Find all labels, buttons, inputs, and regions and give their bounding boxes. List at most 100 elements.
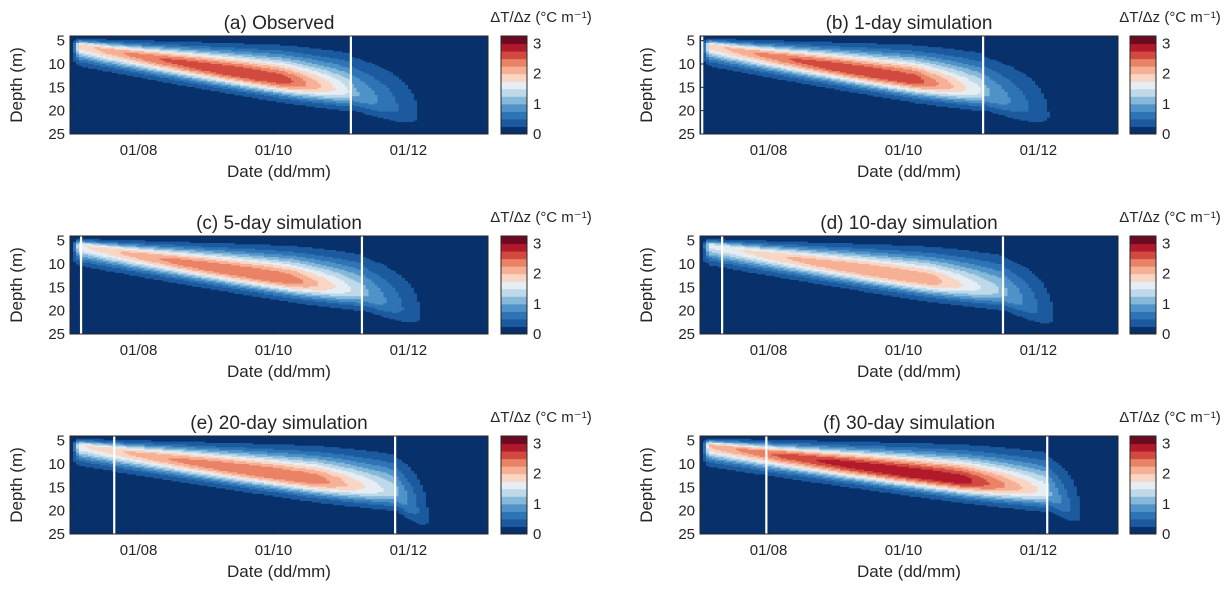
- colorbar-tick-label: 0: [1162, 326, 1170, 343]
- colorbar-swatch: [501, 326, 527, 335]
- x-tick-label: 01/12: [390, 542, 428, 559]
- colorbar-swatch: [501, 266, 527, 275]
- colorbar-swatch: [1130, 43, 1156, 52]
- gradient-field-1: [72, 38, 417, 122]
- y-axis-title: Depth (m): [7, 247, 26, 323]
- y-tick-label: 5: [57, 33, 65, 50]
- colorbar-swatch: [1130, 236, 1156, 245]
- colorbar-tick-label: 3: [1162, 36, 1170, 53]
- colorbar-swatch: [501, 466, 527, 475]
- colorbar-frame: [1129, 235, 1157, 335]
- colorbar-frame: [500, 435, 528, 535]
- y-tick-label: 25: [48, 326, 65, 343]
- colorbar-swatch: [501, 251, 527, 260]
- colorbar-swatch: [501, 496, 527, 505]
- x-tick-label: 01/10: [255, 142, 293, 159]
- y-tick-label: 15: [678, 79, 695, 96]
- x-tick-label: 01/12: [1020, 142, 1058, 159]
- colorbar-swatch: [1130, 518, 1156, 527]
- colorbar-swatch: [1130, 66, 1156, 75]
- colorbar-tick-label: 2: [533, 66, 541, 83]
- y-axis-title: Depth (m): [7, 47, 26, 123]
- colorbar-swatch: [1130, 103, 1156, 112]
- y-tick-label: 15: [48, 279, 65, 296]
- colorbar-tick-label: 2: [1162, 266, 1170, 283]
- colorbar-swatch: [501, 273, 527, 282]
- colorbar-tick-label: 3: [533, 436, 541, 453]
- x-tick-label: 01/12: [1020, 342, 1058, 359]
- colorbar-swatch: [501, 458, 527, 467]
- x-tick-label: 01/08: [750, 142, 788, 159]
- y-tick-label: 25: [48, 126, 65, 143]
- colorbar-swatch: [1130, 273, 1156, 282]
- colorbar-swatch: [1130, 73, 1156, 82]
- axes-frame-3: [69, 235, 489, 335]
- y-tick-label: 5: [687, 233, 695, 250]
- panel-title: (f) 30-day simulation: [823, 413, 995, 434]
- x-tick-label: 01/12: [1020, 542, 1058, 559]
- colorbar-swatch: [1130, 96, 1156, 105]
- x-axis-title: Date (dd/mm): [227, 162, 331, 181]
- colorbar-title: ΔT/Δz (°C m⁻¹): [490, 409, 591, 426]
- y-tick-label: 10: [678, 256, 695, 273]
- x-tick-label: 01/08: [120, 142, 158, 159]
- colorbar-swatch: [501, 488, 527, 497]
- y-axis-title: Depth (m): [637, 47, 656, 123]
- axes-frame-1: [69, 35, 489, 135]
- x-axis-title: Date (dd/mm): [857, 162, 961, 181]
- gradient-field-2: [702, 38, 1050, 122]
- colorbar-4: 0 1 2 3 ΔT/Δz (°C m⁻¹): [1119, 209, 1220, 343]
- colorbar-tick-label: 1: [1162, 496, 1170, 513]
- y-tick-label: 20: [48, 103, 65, 120]
- gradient-field-3: [72, 238, 420, 322]
- panel-title: (a) Observed: [224, 13, 335, 34]
- y-tick-label: 10: [678, 456, 695, 473]
- gradient-field-4: [702, 238, 1053, 324]
- colorbar-swatch: [1130, 496, 1156, 505]
- colorbar-swatch: [501, 281, 527, 290]
- colorbar-tick-label: 0: [1162, 126, 1170, 143]
- axes-frame-5: [69, 435, 489, 535]
- colorbar-swatch: [501, 81, 527, 90]
- x-axis-title: Date (dd/mm): [227, 362, 331, 381]
- colorbar-frame: [500, 235, 528, 335]
- colorbar-tick-label: 0: [1162, 526, 1170, 543]
- colorbar-2: 0 1 2 3 ΔT/Δz (°C m⁻¹): [1119, 9, 1220, 143]
- colorbar-swatch: [501, 126, 527, 135]
- colorbar-frame: [500, 35, 528, 135]
- colorbar-swatch: [1130, 466, 1156, 475]
- colorbar-tick-label: 2: [1162, 466, 1170, 483]
- colorbar-swatch: [1130, 266, 1156, 275]
- colorbar-swatch: [501, 111, 527, 120]
- colorbar-swatch: [501, 236, 527, 245]
- x-tick-label: 01/08: [120, 542, 158, 559]
- y-tick-label: 10: [48, 256, 65, 273]
- y-tick-label: 25: [48, 526, 65, 543]
- colorbar-swatch: [501, 443, 527, 452]
- x-tick-label: 01/10: [255, 342, 293, 359]
- colorbar-swatch: [1130, 281, 1156, 290]
- colorbar-swatch: [501, 96, 527, 105]
- colorbar-swatch: [501, 73, 527, 82]
- colorbar-swatch: [1130, 111, 1156, 120]
- y-tick-label: 20: [48, 503, 65, 520]
- colorbar-tick-label: 0: [533, 126, 541, 143]
- colorbar-tick-label: 0: [533, 526, 541, 543]
- x-tick-label: 01/10: [885, 542, 923, 559]
- colorbar-swatch: [501, 243, 527, 252]
- colorbar-tick-label: 1: [533, 496, 541, 513]
- colorbar-swatch: [501, 43, 527, 52]
- y-tick-label: 15: [48, 479, 65, 496]
- colorbar-swatch: [501, 511, 527, 520]
- panel-title: (c) 5-day simulation: [196, 213, 362, 234]
- colorbar-tick-label: 3: [1162, 436, 1170, 453]
- colorbar-swatch: [1130, 118, 1156, 127]
- colorbar-tick-label: 1: [533, 296, 541, 313]
- colorbar-swatch: [1130, 458, 1156, 467]
- colorbar-swatch: [1130, 296, 1156, 305]
